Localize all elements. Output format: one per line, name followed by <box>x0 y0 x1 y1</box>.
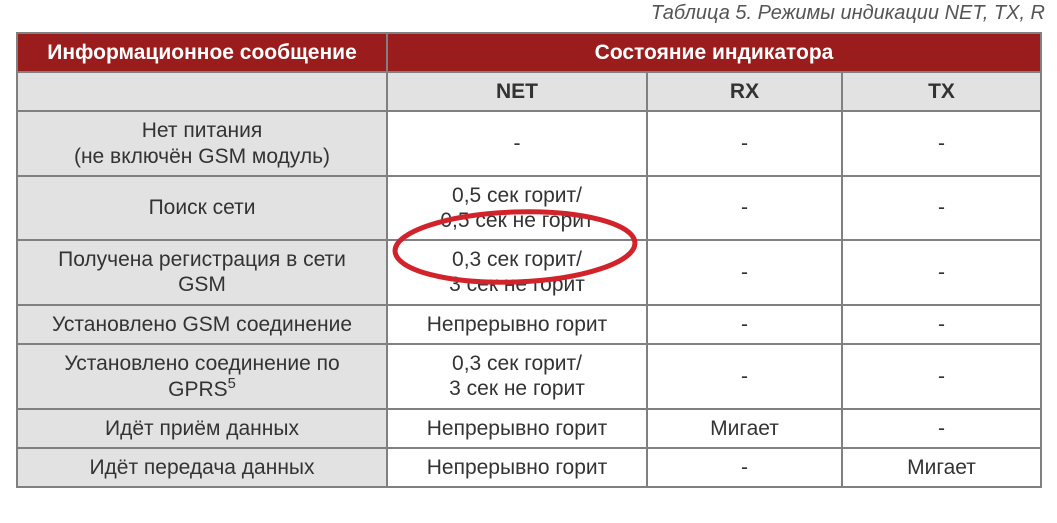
indicator-modes-table: Информационное сообщение Состояние индик… <box>16 32 1042 488</box>
cell-rx: - <box>647 305 842 344</box>
cell-tx: - <box>842 344 1041 409</box>
table-row: Получена регистрация в сети GSM 0,3 сек … <box>17 240 1041 304</box>
cell-net: Непрерывно горит <box>387 409 647 448</box>
subheader-blank <box>17 72 387 111</box>
cell-net: - <box>387 111 647 175</box>
subheader-tx: TX <box>842 72 1041 111</box>
table-row: Идёт приём данных Непрерывно горит Мигае… <box>17 409 1041 448</box>
cell-tx: Мигает <box>842 448 1041 487</box>
cell-rx: Мигает <box>647 409 842 448</box>
cell-rx: - <box>647 111 842 175</box>
table-row: Установлено GSM соединение Непрерывно го… <box>17 305 1041 344</box>
row-label: Идёт приём данных <box>17 409 387 448</box>
table-row: Установлено соединение поGPRS5 0,3 сек г… <box>17 344 1041 409</box>
table-row: Поиск сети 0,5 сек горит/ 0,5 сек не гор… <box>17 176 1041 240</box>
cell-tx: - <box>842 305 1041 344</box>
cell-net: 0,3 сек горит/ 3 сек не горит <box>387 240 647 304</box>
table-row: Идёт передача данных Непрерывно горит - … <box>17 448 1041 487</box>
row-label: Идёт передача данных <box>17 448 387 487</box>
row-label: Получена регистрация в сети GSM <box>17 240 387 304</box>
row-label: Установлено соединение поGPRS5 <box>17 344 387 409</box>
cell-net: Непрерывно горит <box>387 305 647 344</box>
header-info: Информационное сообщение <box>17 33 387 72</box>
cell-rx: - <box>647 240 842 304</box>
row-label: Нет питания (не включён GSM модуль) <box>17 111 387 175</box>
cell-tx: - <box>842 240 1041 304</box>
cell-net: Непрерывно горит <box>387 448 647 487</box>
cell-rx: - <box>647 176 842 240</box>
cell-tx: - <box>842 409 1041 448</box>
cell-tx: - <box>842 111 1041 175</box>
subheader-net: NET <box>387 72 647 111</box>
cell-rx: - <box>647 448 842 487</box>
row-label: Поиск сети <box>17 176 387 240</box>
cell-rx: - <box>647 344 842 409</box>
cell-tx: - <box>842 176 1041 240</box>
cell-net: 0,3 сек горит/ 3 сек не горит <box>387 344 647 409</box>
row-label: Установлено GSM соединение <box>17 305 387 344</box>
table-caption: Таблица 5. Режимы индикации NET, TX, R <box>651 2 1045 25</box>
subheader-rx: RX <box>647 72 842 111</box>
cell-net: 0,5 сек горит/ 0,5 сек не горит <box>387 176 647 240</box>
table-row: Нет питания (не включён GSM модуль) - - … <box>17 111 1041 175</box>
header-state: Состояние индикатора <box>387 33 1041 72</box>
